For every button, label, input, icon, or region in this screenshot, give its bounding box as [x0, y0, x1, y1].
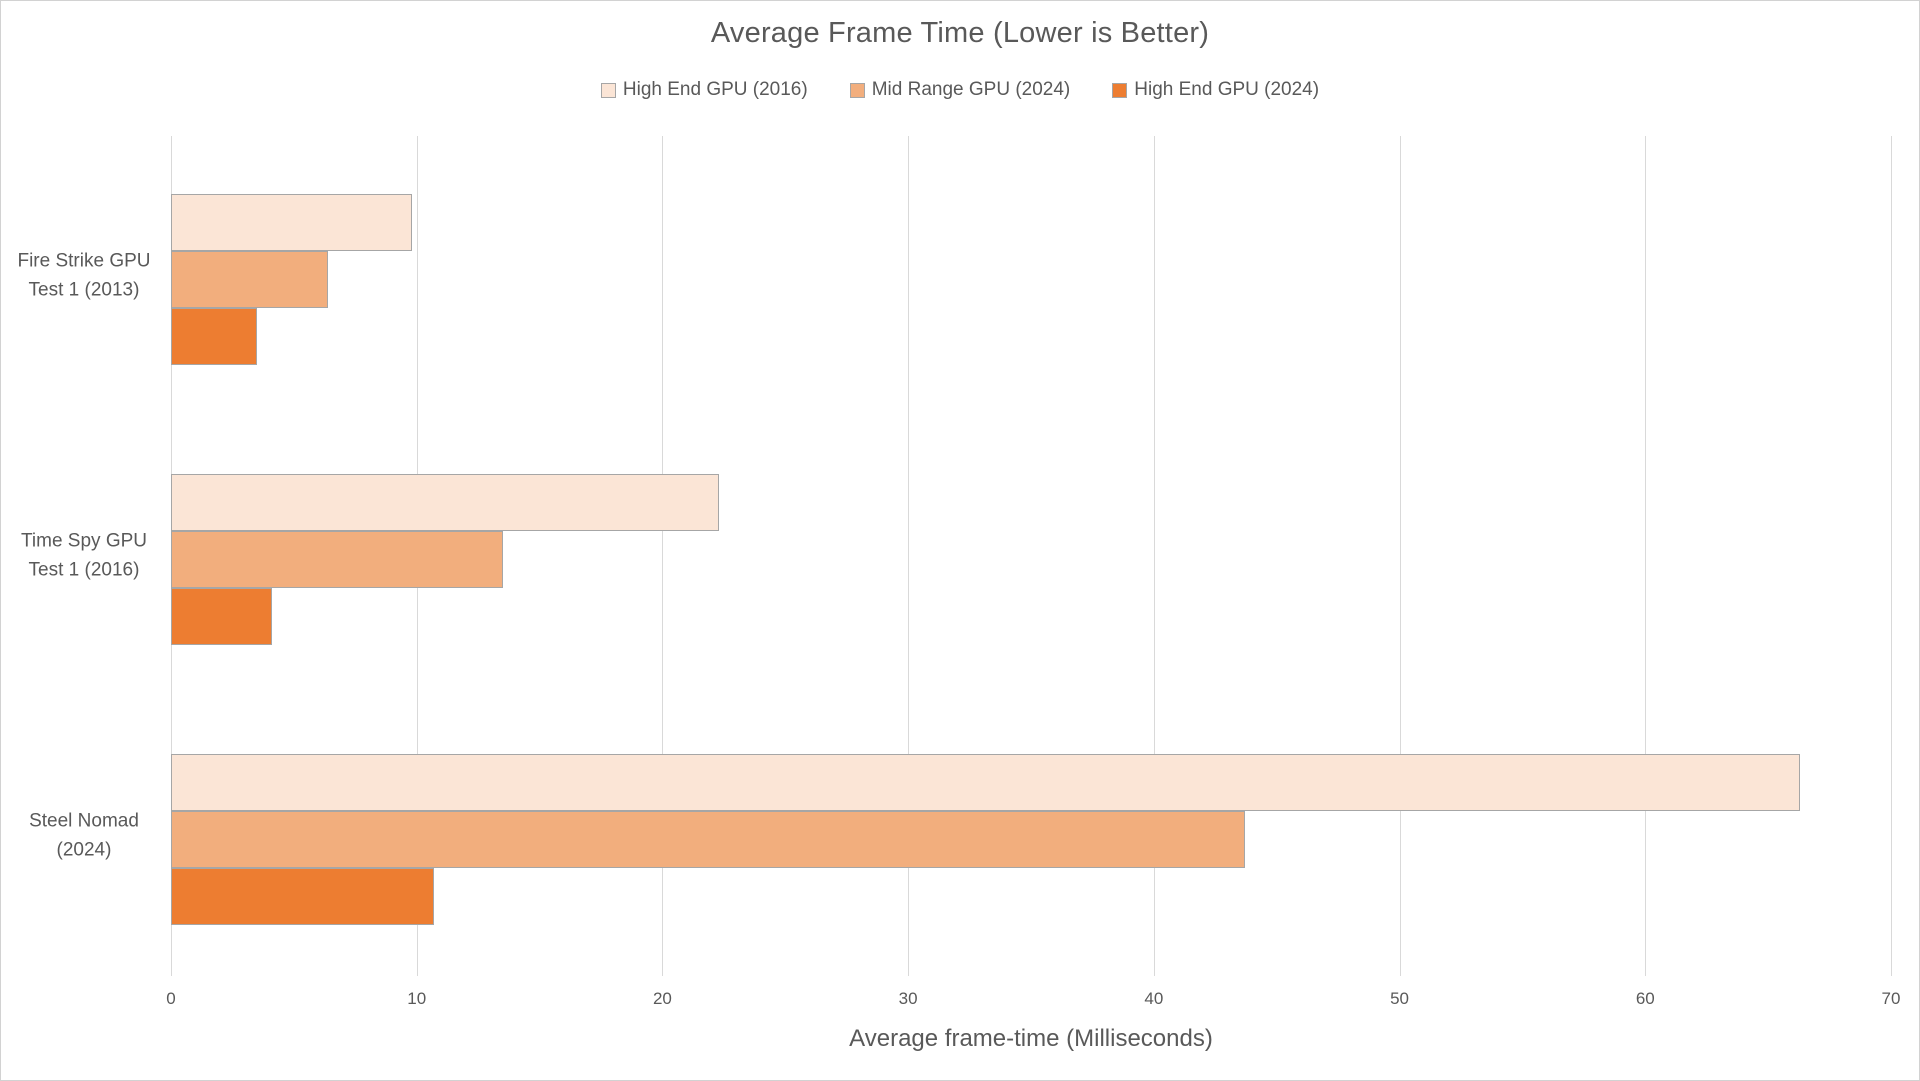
x-tick-label: 70 — [1881, 989, 1901, 1008]
category-label: Fire Strike GPU Test 1 (2013) — [17, 250, 151, 301]
gridline — [908, 136, 910, 976]
legend-label: High End GPU (2024) — [1134, 79, 1320, 100]
bar-group — [171, 136, 1891, 416]
bar — [171, 474, 719, 531]
gridline — [1891, 136, 1892, 976]
bar — [171, 868, 434, 925]
x-tick-label: 60 — [1635, 989, 1655, 1008]
bar — [171, 588, 272, 645]
legend-swatch-icon — [1112, 82, 1128, 98]
gridline — [1399, 136, 1401, 976]
x-tick-label: 30 — [898, 989, 918, 1008]
x-tick-label: 0 — [166, 989, 176, 1008]
gridline — [1153, 136, 1155, 976]
legend-label: Mid Range GPU (2024) — [871, 79, 1071, 100]
bar — [171, 308, 257, 365]
x-axis-title: Average frame-time (Milliseconds) — [849, 1025, 1213, 1052]
legend-swatch-icon — [600, 82, 616, 98]
gridline — [1645, 136, 1647, 976]
x-tick-label: 40 — [1144, 989, 1164, 1008]
legend-item: High End GPU (2016) — [600, 79, 808, 101]
legend-label: High End GPU (2016) — [622, 79, 808, 100]
bar — [171, 194, 412, 251]
gridline — [662, 136, 664, 976]
category-label: Time Spy GPU Test 1 (2016) — [21, 530, 147, 581]
plot-area — [171, 136, 1892, 976]
bar — [171, 531, 503, 588]
legend-swatch-icon — [849, 82, 865, 98]
legend-item: High End GPU (2024) — [1112, 79, 1319, 101]
legend: High End GPU (2016) Mid Range GPU (2024) H… — [1, 79, 1919, 101]
x-tick-label: 20 — [652, 989, 672, 1008]
category-label: Steel Nomad (2024) — [29, 810, 139, 861]
chart-title: Average Frame Time (Lower is Better) — [710, 17, 1210, 49]
bar — [171, 251, 329, 308]
bar — [171, 811, 1245, 868]
bar-group — [171, 416, 1891, 696]
x-tick-label: 10 — [407, 989, 427, 1008]
x-tick-label: 50 — [1390, 989, 1410, 1008]
bar — [171, 754, 1801, 811]
bar-group — [171, 696, 1891, 976]
legend-item: Mid Range GPU (2024) — [849, 79, 1071, 101]
